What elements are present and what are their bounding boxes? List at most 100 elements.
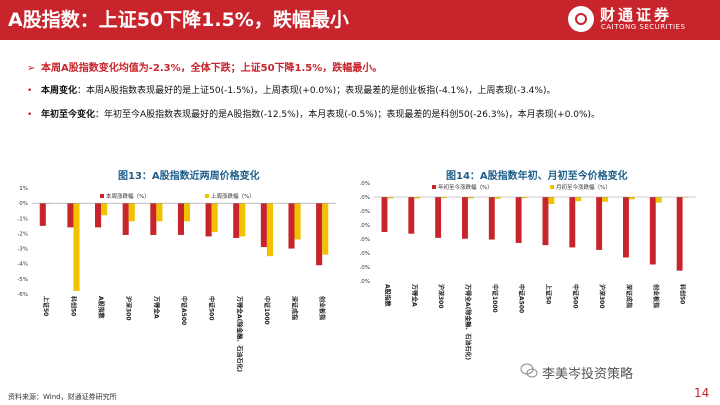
legend-label: 上周涨跌幅（%） (211, 192, 255, 200)
y-tick-label: -30.0% (360, 279, 370, 285)
ytd-change-bullet: • 年初至今变化：年初至今A股指数表现最好的是A股指数(-12.5%)，本月表现(… (27, 107, 600, 120)
legend-swatch (432, 185, 436, 189)
x-tick-label: 万得全A (410, 283, 418, 307)
x-tick-label: A股指数 (383, 284, 391, 308)
bar (239, 203, 246, 237)
legend-label: 月初至今涨跌幅（%） (556, 183, 611, 191)
bar (623, 197, 629, 258)
bar (294, 203, 301, 240)
x-tick-label: 中证A500 (518, 284, 526, 313)
y-tick-label: -5.0% (360, 209, 370, 215)
header-bar: A股指数：上证50下降1.5%，跌幅最小 财通证券 CAITONG SECURI… (0, 0, 720, 40)
bar (184, 203, 191, 222)
bar (95, 203, 102, 228)
page-number: 14 (694, 386, 710, 400)
y-tick-label: 0% (19, 201, 28, 207)
bar (628, 197, 635, 200)
brand-logo: 财通证券 CAITONG SECURITIES (568, 4, 708, 36)
logo-text-cn: 财通证券 (600, 6, 673, 24)
chart-title: 图14：A股指数年初、月初至今价格变化 (446, 171, 628, 182)
bar (655, 197, 662, 203)
legend-label: 本周涨跌幅（%） (106, 192, 150, 200)
weekly-change-label: 本周变化 (41, 86, 78, 96)
x-tick-label: 中证500 (208, 296, 216, 321)
bar (381, 197, 388, 232)
legend-swatch (100, 194, 104, 198)
bar (316, 203, 323, 266)
bar (288, 203, 295, 249)
chart-ytd-change: 5.0% 0.0% -5.0% -10.0% -15.0% -20.0% -25.0% -30… (360, 181, 696, 360)
x-tick-label: 上证50 (544, 284, 552, 304)
watermark: 李美岑投资策略 (542, 367, 634, 382)
y-tick-label: -1% (17, 216, 28, 222)
y-tick-label: -15.0% (360, 237, 370, 243)
bar (494, 197, 501, 199)
bar (260, 203, 267, 248)
bar (67, 203, 74, 228)
chart-title: 图13：A股指数近两周价格变化 (118, 171, 260, 182)
bar (39, 203, 46, 226)
x-tick-label: 深证成指 (291, 296, 299, 320)
x-tick-label: 科创50 (679, 284, 687, 304)
bar (266, 203, 273, 257)
y-tick-label: -20.0% (360, 251, 370, 257)
x-tick-label: 万得全A(除金融、石油石化) (464, 283, 472, 360)
bar (569, 197, 576, 248)
summary-bullet: ➢ 本周A股指数变化均值为-2.3%，全体下跌；上证50下降1.5%，跌幅最小。 (27, 59, 382, 74)
bar (322, 203, 329, 255)
weekly-change-text: ：本周A股指数表现最好的是上证50(-1.5%)，上周表现(+0.0%)；表现最… (77, 86, 556, 96)
bar (414, 197, 421, 199)
legend-swatch (205, 194, 209, 198)
bar (488, 197, 495, 240)
x-tick-label: 上证50 (42, 296, 50, 316)
x-tick-label: 沪深300 (598, 284, 606, 309)
x-tick-label: 深证成指 (625, 284, 633, 308)
y-tick-label: 5.0% (360, 181, 370, 187)
y-tick-label: -4% (17, 262, 28, 268)
ytd-change-label: 年初至今变化 (41, 110, 96, 120)
bar (682, 197, 689, 198)
bar (602, 197, 608, 202)
bar (387, 197, 394, 199)
bar (521, 197, 528, 199)
y-tick-label: 0.0% (360, 195, 370, 201)
chart-weekly-change: 1% 0% -1% -2% -3% -4% -5% -6% 本周涨跌幅（%） 上周涨跌幅（%） 上证… (17, 186, 336, 372)
x-tick-label: A股指数 (97, 296, 105, 320)
x-tick-label: 沪深300 (125, 296, 133, 321)
logo-text-en: CAITONG SECURITIES (601, 23, 686, 31)
y-tick-label: -25.0% (360, 265, 370, 271)
bar (122, 203, 129, 235)
x-tick-label: 万得全A(除金融、石油石化) (235, 295, 243, 372)
bar (435, 197, 442, 238)
page-title: A股指数：上证50下降1.5%，跌幅最小 (8, 9, 349, 31)
legend-label: 年初至今涨跌幅（%） (438, 183, 493, 191)
ytd-change-text: ：年初至今A股指数表现最好的是A股指数(-12.5%)，本月表现(-0.5%)；… (95, 110, 601, 120)
x-tick-label: 创业板指 (318, 295, 326, 320)
y-tick-label: -5% (17, 277, 28, 283)
y-tick-label: -3% (17, 247, 28, 253)
x-tick-label: 中证500 (571, 284, 579, 309)
dot-bullet-icon: • (27, 110, 33, 120)
bar (408, 197, 415, 234)
y-tick-label: -6% (17, 292, 28, 298)
bar (467, 197, 474, 199)
x-tick-label: 中证A500 (180, 296, 188, 325)
bar (548, 197, 555, 204)
x-tick-label: 科创50 (69, 296, 77, 316)
bar (205, 203, 212, 237)
bar (177, 203, 184, 235)
bar (73, 203, 80, 291)
bar (211, 203, 218, 232)
summary-text: 本周A股指数变化均值为-2.3%，全体下跌；上证50下降1.5%，跌幅最小。 (41, 63, 383, 74)
x-tick-label: 中证1000 (263, 296, 271, 325)
x-tick-label: 中证1000 (491, 284, 499, 313)
bar (156, 203, 163, 222)
bar (233, 203, 240, 238)
wechat-icon (520, 363, 538, 378)
bar (128, 203, 135, 222)
y-tick-label: -10.0% (360, 223, 370, 229)
bar (462, 197, 468, 239)
bar (150, 203, 157, 235)
bar (101, 203, 108, 216)
bar (649, 197, 656, 265)
